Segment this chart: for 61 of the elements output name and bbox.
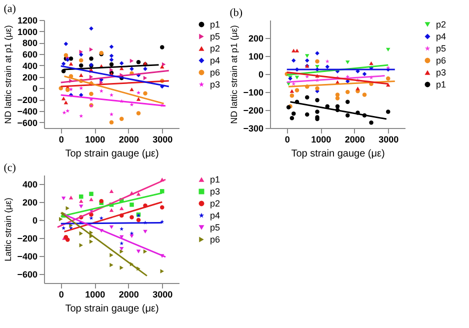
x-tick-label: 0 (284, 134, 290, 144)
legend-label: p1 (210, 20, 220, 30)
legend-label: p3 (210, 186, 220, 196)
y-tick-label: 400 (22, 180, 38, 190)
x-axis-title: Top strain gauge (με) (291, 148, 385, 160)
legend-label: p5 (210, 222, 220, 232)
x-tick-label: 0 (58, 134, 64, 144)
y-tick-label: −200 (17, 234, 38, 244)
y-axis-title: Lattic strain (με) (3, 198, 14, 262)
x-tick-label: 0 (58, 290, 64, 300)
legend-label: p4 (436, 32, 446, 42)
x-tick-label: 2000 (118, 290, 139, 300)
x-tick-label: 3000 (378, 134, 399, 144)
y-tick-label: 0 (32, 84, 38, 94)
x-tick-label: 1000 (85, 134, 106, 144)
y-tick-label: −600 (17, 118, 38, 128)
chart-title: (a) (4, 3, 16, 15)
y-axis-title: ND lattic strain at p1 (με) (3, 25, 14, 124)
x-tick-label: 1000 (85, 290, 106, 300)
y-tick-label: 0 (32, 216, 38, 226)
y-tick-label: 200 (248, 34, 264, 44)
y-tick-label: 800 (22, 38, 38, 48)
x-tick-label: 3000 (152, 134, 173, 144)
legend-label: p6 (436, 56, 446, 66)
x-tick-label: 3000 (152, 290, 173, 300)
y-tick-label: 400 (22, 60, 38, 71)
y-tick-label: 0 (258, 70, 264, 80)
text: p1 (210, 174, 220, 184)
chart-title: (b) (230, 7, 243, 19)
legend-label: p1 (436, 80, 446, 90)
y-tick-label: 600 (22, 50, 38, 60)
x-tick-label: 2000 (118, 134, 139, 144)
y-tick-label: −300 (243, 124, 264, 134)
legend-label: p5 (210, 32, 220, 42)
y-tick-label: 200 (22, 198, 38, 208)
x-axis-title: Top strain gauge (με) (65, 304, 159, 314)
y-tick-label: 1000 (17, 26, 38, 37)
legend-label: p2 (210, 44, 220, 54)
x-tick-label: 1000 (311, 134, 332, 144)
legend-label: p3 (210, 80, 220, 90)
y-tick-label: −600 (17, 270, 38, 280)
chart-title: (c) (4, 162, 16, 174)
legend-label: p2 (210, 198, 220, 208)
x-axis-title: Top strain gauge (με) (65, 148, 159, 160)
legend-label: p2 (436, 20, 446, 30)
legend-label: p6 (210, 234, 220, 244)
legend-label: p6 (210, 68, 220, 78)
y-tick-label: −200 (243, 106, 264, 116)
y-tick-label: 1200 (17, 16, 38, 26)
x-tick-label: 2000 (344, 134, 365, 144)
legend-label: p5 (436, 44, 446, 54)
y-tick-label: 100 (248, 52, 264, 62)
y-tick-label: −400 (17, 252, 38, 262)
legend-label: p3 (436, 68, 446, 78)
y-axis-title: ND lattic strain at p1 (με) (229, 25, 240, 124)
y-tick-label: −200 (17, 95, 38, 106)
y-tick-label: −100 (243, 88, 264, 98)
legend-label: p4 (210, 56, 220, 66)
legend-label: p4 (210, 210, 220, 220)
y-tick-label: 200 (22, 72, 38, 82)
y-tick-label: −400 (17, 106, 38, 116)
